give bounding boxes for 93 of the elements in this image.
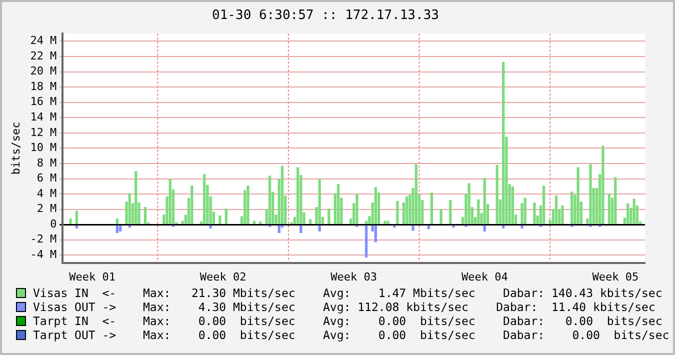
- bar: [608, 194, 611, 224]
- bar: [483, 225, 486, 232]
- bar: [576, 167, 580, 224]
- bar: [75, 225, 78, 228]
- bar: [224, 208, 228, 224]
- bar: [483, 178, 486, 224]
- bar: [412, 225, 414, 231]
- bar: [190, 186, 194, 224]
- bar: [542, 186, 546, 224]
- bar: [452, 225, 455, 228]
- bar: [75, 210, 78, 224]
- bar: [336, 184, 340, 224]
- bar: [614, 177, 617, 224]
- bar: [430, 192, 434, 224]
- bar: [209, 225, 212, 228]
- y-tick-label: 8 M: [36, 156, 58, 170]
- bar: [168, 178, 172, 224]
- text: Max: 0.00 bits/sec Avg: 0.00 bits/sec Dabar: 0.00 bits/sec: [143, 314, 662, 328]
- bar: [405, 196, 408, 224]
- bar: [570, 192, 574, 224]
- x-tick-label: Week 05: [592, 270, 639, 284]
- x-tick-label: Week 01: [69, 270, 116, 284]
- bar: [118, 225, 122, 232]
- bar: [496, 165, 498, 224]
- bar: [218, 215, 222, 224]
- y-tick-label: 16 M: [30, 95, 58, 108]
- bar: [533, 202, 536, 224]
- text: Max: 4.30 Mbits/sec Avg: 112.08 kbits/sec Dabar: 11.40 kbits/sec: [143, 300, 656, 314]
- bar: [524, 198, 526, 224]
- bar: [440, 209, 442, 224]
- bar: [144, 207, 147, 224]
- bar: [246, 186, 250, 224]
- bar: [278, 225, 280, 234]
- bar: [502, 62, 505, 224]
- bar: [589, 164, 592, 224]
- bar: [374, 225, 377, 242]
- bar: [69, 218, 72, 224]
- bar: [468, 183, 470, 224]
- bar: [364, 225, 368, 258]
- bar: [477, 199, 480, 224]
- y-tick-label: -4 M: [30, 248, 58, 262]
- bar: [396, 200, 399, 224]
- bar: [116, 218, 119, 224]
- bar: [449, 200, 452, 224]
- bar: [268, 176, 272, 224]
- x-tick-label: Week 02: [200, 270, 246, 284]
- bar: [626, 203, 630, 224]
- text: Max: 0.00 bits/sec Avg: 0.00 bits/sec Dabar: 0.00 bits/sec: [143, 328, 670, 342]
- bar: [502, 225, 505, 228]
- y-tick-label: 12 M: [30, 126, 58, 139]
- bar: [374, 187, 377, 224]
- legend-label: Tarpt OUT ->: [33, 328, 118, 342]
- bar: [116, 225, 119, 234]
- bar: [384, 220, 386, 224]
- bar: [300, 225, 302, 234]
- legend-label: Visas OUT ->: [33, 300, 118, 314]
- legend-label: Tarpt IN <-: [33, 314, 118, 328]
- y-tick-label: 22 M: [30, 49, 58, 62]
- bar: [520, 225, 524, 228]
- bar: [328, 208, 330, 224]
- bar: [308, 219, 312, 224]
- bar: [128, 193, 131, 224]
- x-tick-label: Week 04: [461, 270, 508, 284]
- y-tick-label: 0: [50, 217, 57, 230]
- bar: [602, 146, 604, 224]
- bar: [134, 171, 138, 224]
- text: Max: 21.30 Mbits/sec Avg: 1.47 Mbits/sec Dabar: 140.43 kbits/sec: [143, 286, 662, 300]
- y-tick-label: 24 M: [30, 34, 58, 48]
- bar: [386, 220, 390, 224]
- x-tick-label: Week 03: [330, 270, 378, 284]
- y-tick-label: 4 M: [36, 186, 58, 200]
- bar: [280, 166, 284, 224]
- chart-title: 01-30 6:30:57 :: 172.17.13.33: [212, 8, 439, 24]
- y-tick-label: 18 M: [30, 80, 58, 93]
- bar: [414, 164, 418, 224]
- bar: [203, 174, 206, 224]
- bar: [296, 167, 300, 224]
- bar: [511, 186, 514, 224]
- y-axis-title: bits/sec: [9, 122, 22, 175]
- y-tick-label: 14 M: [30, 110, 58, 124]
- y-tick-label: 10 M: [30, 141, 58, 154]
- bar: [561, 206, 564, 224]
- bar: [554, 196, 558, 224]
- bar: [318, 225, 321, 232]
- bar: [318, 178, 321, 224]
- y-tick-label: 6 M: [36, 172, 58, 185]
- y-tick-label: 2 M: [36, 202, 58, 216]
- bar: [632, 198, 636, 224]
- y-tick-label: -2 M: [30, 232, 58, 246]
- bar: [356, 194, 358, 224]
- y-tick-label: 20 M: [30, 64, 58, 78]
- legend-label: Visas IN <-: [33, 286, 118, 300]
- bar: [252, 220, 256, 224]
